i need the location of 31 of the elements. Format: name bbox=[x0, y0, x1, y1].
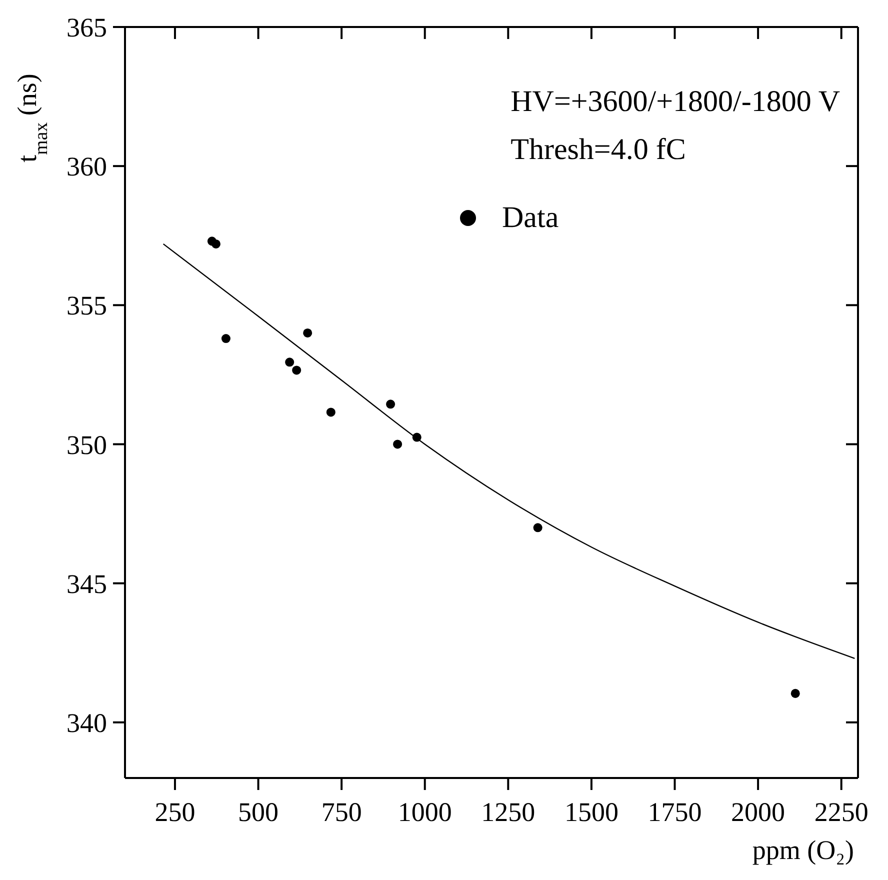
point bbox=[533, 523, 542, 532]
x-tick-label: 750 bbox=[321, 797, 362, 828]
point bbox=[285, 358, 294, 367]
x-tick-label: 2250 bbox=[814, 797, 868, 828]
point bbox=[292, 366, 302, 375]
y-tick-label: 360 bbox=[66, 152, 107, 182]
point bbox=[386, 400, 396, 409]
point bbox=[412, 432, 422, 442]
line-series bbox=[162, 243, 856, 659]
point bbox=[790, 688, 800, 698]
y-tick-label: 345 bbox=[66, 568, 107, 599]
x-tick-label: 1750 bbox=[648, 797, 702, 828]
y-tick-label: 350 bbox=[66, 430, 107, 460]
y-tick-label: 355 bbox=[66, 290, 107, 321]
annotation: HV=+3600/+1800/-1800 V bbox=[510, 85, 840, 118]
x-tick-label: 1250 bbox=[481, 797, 536, 828]
y-tick-label: 365 bbox=[66, 12, 107, 43]
point bbox=[221, 334, 230, 344]
x-axis-title: ppm (O₂) bbox=[752, 835, 854, 865]
x-tick-label: 2000 bbox=[731, 797, 786, 828]
x-tick-label: 1500 bbox=[564, 797, 618, 828]
x-tick-label: 250 bbox=[154, 797, 196, 828]
point bbox=[326, 408, 336, 417]
annotation: Thresh=4.0 fC bbox=[510, 133, 686, 166]
x-tick-label: 500 bbox=[238, 797, 279, 828]
point bbox=[303, 328, 312, 338]
point bbox=[211, 239, 220, 248]
legend-label: Data bbox=[502, 200, 559, 236]
x-tick-label: 1000 bbox=[398, 797, 452, 828]
y-tick-label: 340 bbox=[66, 708, 107, 738]
point bbox=[393, 440, 402, 449]
